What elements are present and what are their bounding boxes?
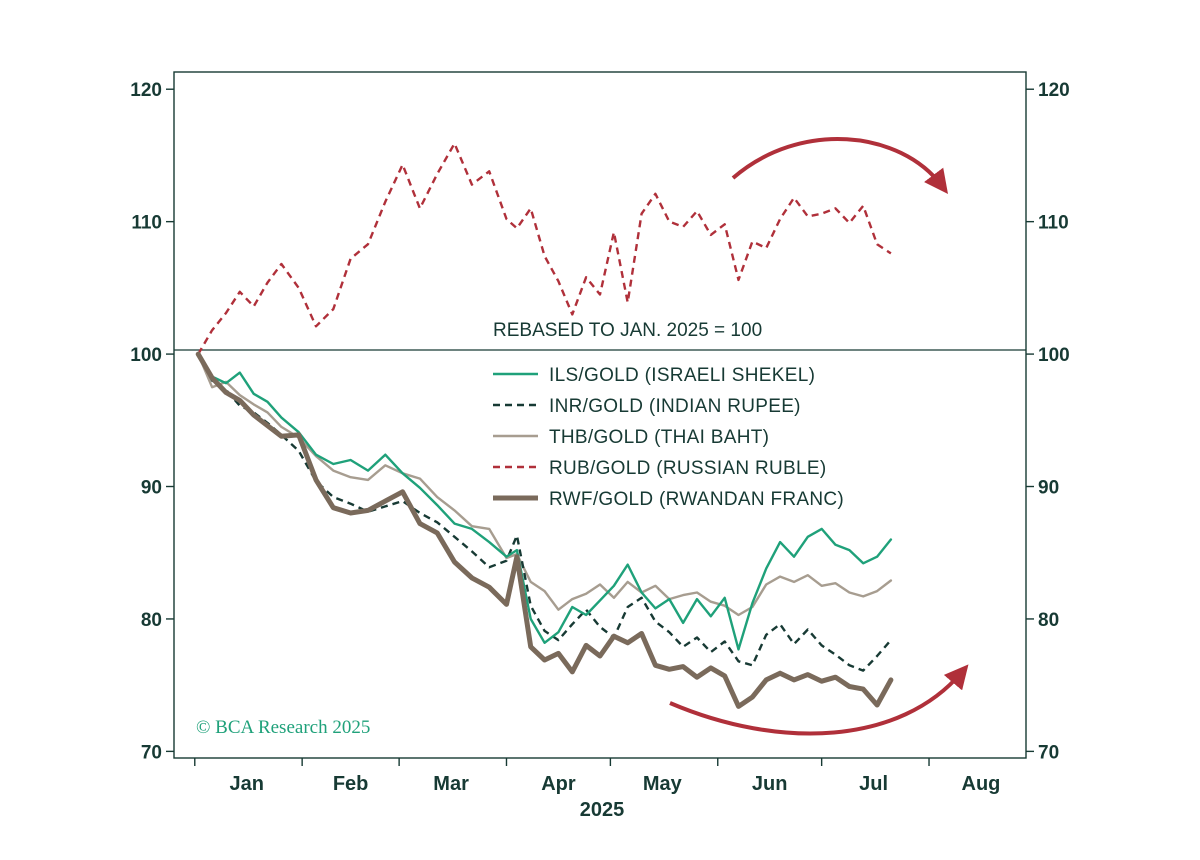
rebased-note: REBASED TO JAN. 2025 = 100 bbox=[493, 320, 762, 341]
y-axis-left: 70 80 90 100 110 120 bbox=[130, 80, 174, 763]
legend-label: INR/GOLD (INDIAN RUPEE) bbox=[549, 396, 801, 417]
y-tick-label-left: 110 bbox=[131, 213, 162, 234]
y-tick-label-right: 120 bbox=[1038, 80, 1070, 101]
y-tick-label-right: 80 bbox=[1038, 610, 1059, 631]
series-line-ils bbox=[196, 352, 893, 651]
y-tick-label-left: 90 bbox=[141, 478, 162, 499]
lower-trend-arrow bbox=[669, 664, 969, 736]
upper-trend-arrow bbox=[731, 137, 949, 194]
series-layer bbox=[195, 142, 894, 709]
x-tick-label: Jan bbox=[229, 773, 263, 795]
y-axis-right: 70 80 90 100 110 120 bbox=[1026, 80, 1070, 763]
y-tick-label-right: 110 bbox=[1038, 213, 1069, 234]
y-tick-label-left: 100 bbox=[130, 345, 162, 366]
y-tick-label-right: 70 bbox=[1038, 742, 1059, 763]
series-line-rwf bbox=[195, 351, 894, 709]
x-tick-label: Jun bbox=[752, 773, 788, 795]
legend-label: ILS/GOLD (ISRAELI SHEKEL) bbox=[549, 365, 815, 386]
y-tick-label-left: 70 bbox=[141, 742, 162, 763]
x-axis: Jan Feb Mar Apr May Jun Jul Aug bbox=[194, 758, 1001, 795]
y-tick-label-left: 120 bbox=[130, 80, 162, 101]
x-tick-label: Feb bbox=[333, 773, 369, 795]
x-tick-label: Apr bbox=[541, 773, 576, 795]
y-tick-label-right: 100 bbox=[1038, 345, 1070, 366]
credit-text: © BCA Research 2025 bbox=[196, 717, 370, 738]
legend-label: THB/GOLD (THAI BAHT) bbox=[549, 427, 769, 448]
x-axis-title: 2025 bbox=[580, 799, 625, 821]
y-tick-label-left: 80 bbox=[141, 610, 162, 631]
x-tick-label: Jul bbox=[859, 773, 888, 795]
x-tick-label: May bbox=[643, 773, 683, 795]
legend: ILS/GOLD (ISRAELI SHEKEL) INR/GOLD (INDIA… bbox=[493, 365, 844, 510]
series-line-rub bbox=[197, 142, 892, 355]
x-tick-label: Mar bbox=[433, 773, 469, 795]
series-line-thb bbox=[196, 352, 893, 617]
legend-label: RUB/GOLD (RUSSIAN RUBLE) bbox=[549, 458, 826, 479]
x-tick-label: Aug bbox=[962, 773, 1001, 795]
y-tick-label-right: 90 bbox=[1038, 478, 1059, 499]
plot-frame bbox=[173, 71, 1027, 759]
legend-label: RWF/GOLD (RWANDAN FRANC) bbox=[549, 489, 844, 510]
